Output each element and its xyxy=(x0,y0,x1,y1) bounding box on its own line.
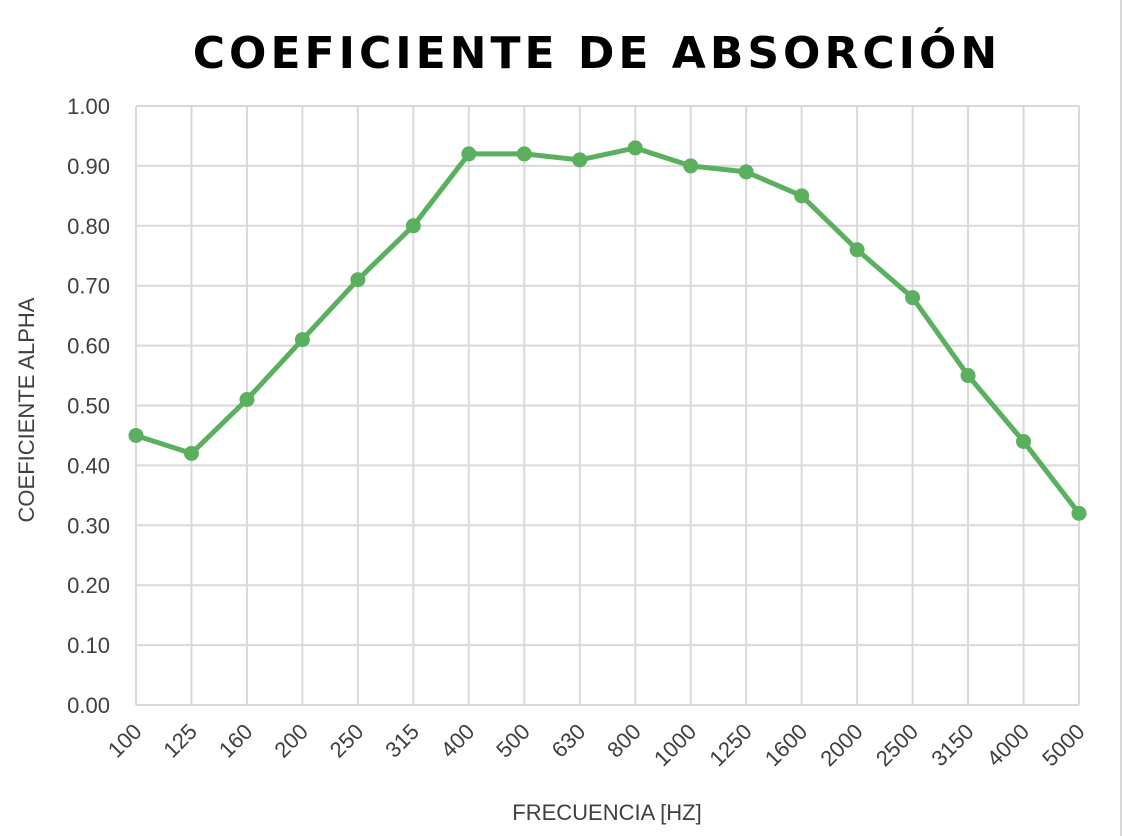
data-series xyxy=(128,140,1087,521)
y-tick-label: 0.90 xyxy=(67,154,110,179)
data-point xyxy=(461,146,477,162)
x-axis-title: FRECUENCIA [HZ] xyxy=(512,800,701,825)
x-tick-label: 315 xyxy=(380,719,424,763)
series-line xyxy=(133,145,1082,516)
data-point xyxy=(128,427,144,443)
data-point xyxy=(794,188,810,204)
x-tick-label: 3150 xyxy=(926,719,978,771)
y-axis-title: COEFICIENTE ALPHA xyxy=(14,297,39,522)
data-point xyxy=(572,152,588,168)
data-point xyxy=(960,368,976,384)
x-tick-label: 1250 xyxy=(704,719,756,771)
y-tick-label: 0.70 xyxy=(67,274,110,299)
x-tick-label: 125 xyxy=(158,719,202,763)
data-point xyxy=(405,218,421,234)
y-tick-label: 0.60 xyxy=(67,334,110,359)
y-tick-label: 0.50 xyxy=(67,394,110,419)
data-point xyxy=(183,445,199,461)
chart-title: COEFICIENTE DE ABSORCIÓN xyxy=(193,26,1001,79)
data-point xyxy=(849,242,865,258)
y-axis-ticks: 0.00 0.10 0.20 0.30 0.40 0.50 0.60 0.70 0.80 0.90… xyxy=(67,94,110,718)
x-tick-label: 160 xyxy=(214,719,258,763)
y-tick-label: 0.30 xyxy=(67,513,110,538)
data-point xyxy=(905,290,921,306)
y-tick-label: 0.40 xyxy=(67,453,110,478)
x-tick-label: 630 xyxy=(547,719,591,763)
data-point xyxy=(239,392,255,408)
data-point xyxy=(294,332,310,348)
y-tick-label: 0.80 xyxy=(67,214,110,239)
data-point xyxy=(1071,505,1087,521)
x-tick-label: 400 xyxy=(436,719,480,763)
x-tick-label: 2500 xyxy=(871,719,923,771)
x-tick-label: 1000 xyxy=(649,719,701,771)
y-tick-label: 0.20 xyxy=(67,573,110,598)
data-point xyxy=(683,158,699,174)
x-tick-label: 500 xyxy=(491,719,535,763)
x-tick-label: 2000 xyxy=(815,719,867,771)
data-point xyxy=(1016,433,1032,449)
chart-frame-edge xyxy=(1120,0,1122,836)
data-point xyxy=(627,140,643,156)
x-tick-label: 1600 xyxy=(760,719,812,771)
x-tick-label: 100 xyxy=(103,719,147,763)
y-tick-label: 0.00 xyxy=(67,693,110,718)
grid-lines xyxy=(135,105,1080,706)
data-point xyxy=(516,146,532,162)
x-tick-label: 250 xyxy=(325,719,369,763)
x-tick-label: 800 xyxy=(602,719,646,763)
x-tick-label: 200 xyxy=(269,719,313,763)
x-axis-ticks: 100 125 160 200 250 315 400 500 630 800 1000 1250 16… xyxy=(103,719,1090,771)
x-tick-label: 4000 xyxy=(982,719,1034,771)
y-tick-label: 0.10 xyxy=(67,633,110,658)
x-tick-label: 5000 xyxy=(1037,719,1089,771)
y-tick-label: 1.00 xyxy=(67,94,110,119)
data-point xyxy=(350,272,366,288)
data-point xyxy=(738,164,754,180)
